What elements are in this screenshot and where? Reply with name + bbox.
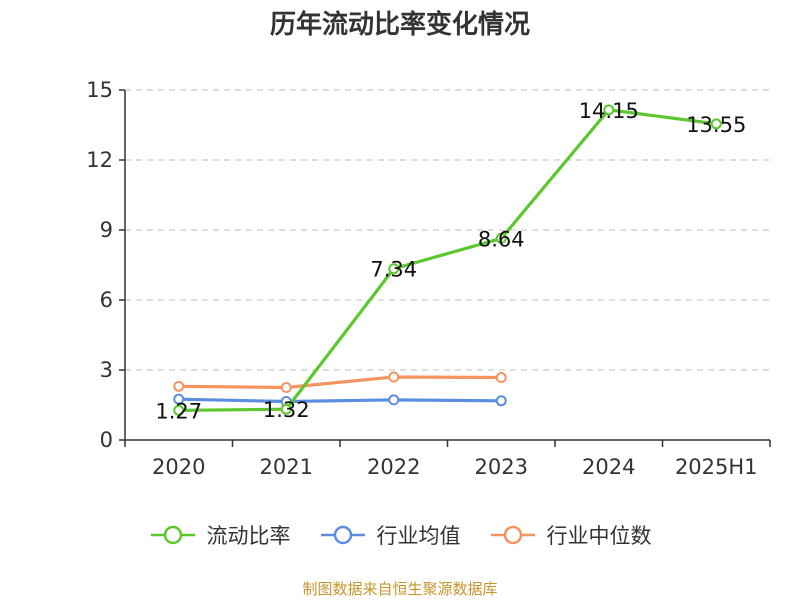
data-point xyxy=(388,394,400,406)
data-label: 1.32 xyxy=(263,398,310,422)
legend-label: 行业中位数 xyxy=(546,524,652,548)
data-point xyxy=(388,263,400,275)
data-point xyxy=(388,371,400,383)
y-tick-label: 15 xyxy=(86,78,113,102)
x-tick-label: 2023 xyxy=(475,455,528,479)
x-tick-label: 2025H1 xyxy=(675,455,758,479)
legend-swatch-marker xyxy=(503,525,522,545)
data-point xyxy=(603,104,615,116)
series-lines xyxy=(173,104,722,416)
data-point xyxy=(173,404,185,416)
series-line xyxy=(178,375,502,390)
data-point xyxy=(173,380,185,392)
legend-swatch xyxy=(150,525,195,545)
y-tick-label: 9 xyxy=(100,218,113,242)
y-tick-label: 3 xyxy=(100,358,113,382)
data-labels: 1.27 1.32 7.34 8.64 14.15 13.55 xyxy=(155,99,746,424)
y-tick-label: 12 xyxy=(86,148,113,172)
y-tick-label: 0 xyxy=(100,428,113,452)
data-point xyxy=(280,403,292,415)
data-label: 1.27 xyxy=(155,399,202,423)
series-line xyxy=(178,397,502,404)
data-point xyxy=(280,382,292,393)
axes: 0 3 6 9 12 15 2020 2021 2022 2023 2024 2025H1 xyxy=(86,78,771,479)
data-point xyxy=(495,232,507,244)
data-point xyxy=(495,395,507,407)
data-label: 8.64 xyxy=(478,227,525,251)
legend-swatch-marker xyxy=(333,525,352,545)
series-line xyxy=(178,108,717,412)
x-tick-label: 2024 xyxy=(582,455,635,479)
legend-swatch xyxy=(320,525,365,545)
x-tick-label: 2021 xyxy=(260,455,313,479)
data-point xyxy=(495,371,507,383)
gridlines xyxy=(125,89,770,371)
x-tick-label: 2020 xyxy=(152,455,205,479)
legend-label: 行业均值 xyxy=(376,524,461,548)
source-note: 制图数据来自恒生聚源数据库 xyxy=(302,580,498,598)
data-point xyxy=(710,118,722,130)
legend-label: 流动比率 xyxy=(206,524,291,548)
data-label: 14.15 xyxy=(579,99,639,123)
y-tick-label: 6 xyxy=(100,288,113,312)
x-tick-label: 2022 xyxy=(367,455,420,479)
legend-item[interactable]: 行业中位数 xyxy=(489,520,652,550)
legend-swatch-marker xyxy=(163,525,182,545)
legend-swatch xyxy=(490,525,535,545)
data-point xyxy=(173,393,185,405)
data-label: 13.55 xyxy=(686,113,746,137)
data-label: 7.34 xyxy=(370,258,417,282)
legend: 流动比率 行业均值 行业中位数 xyxy=(0,520,800,550)
legend-item[interactable]: 行业均值 xyxy=(319,520,461,550)
legend-item[interactable]: 流动比率 xyxy=(149,520,291,550)
chart-title: 历年流动比率变化情况 xyxy=(269,10,530,40)
